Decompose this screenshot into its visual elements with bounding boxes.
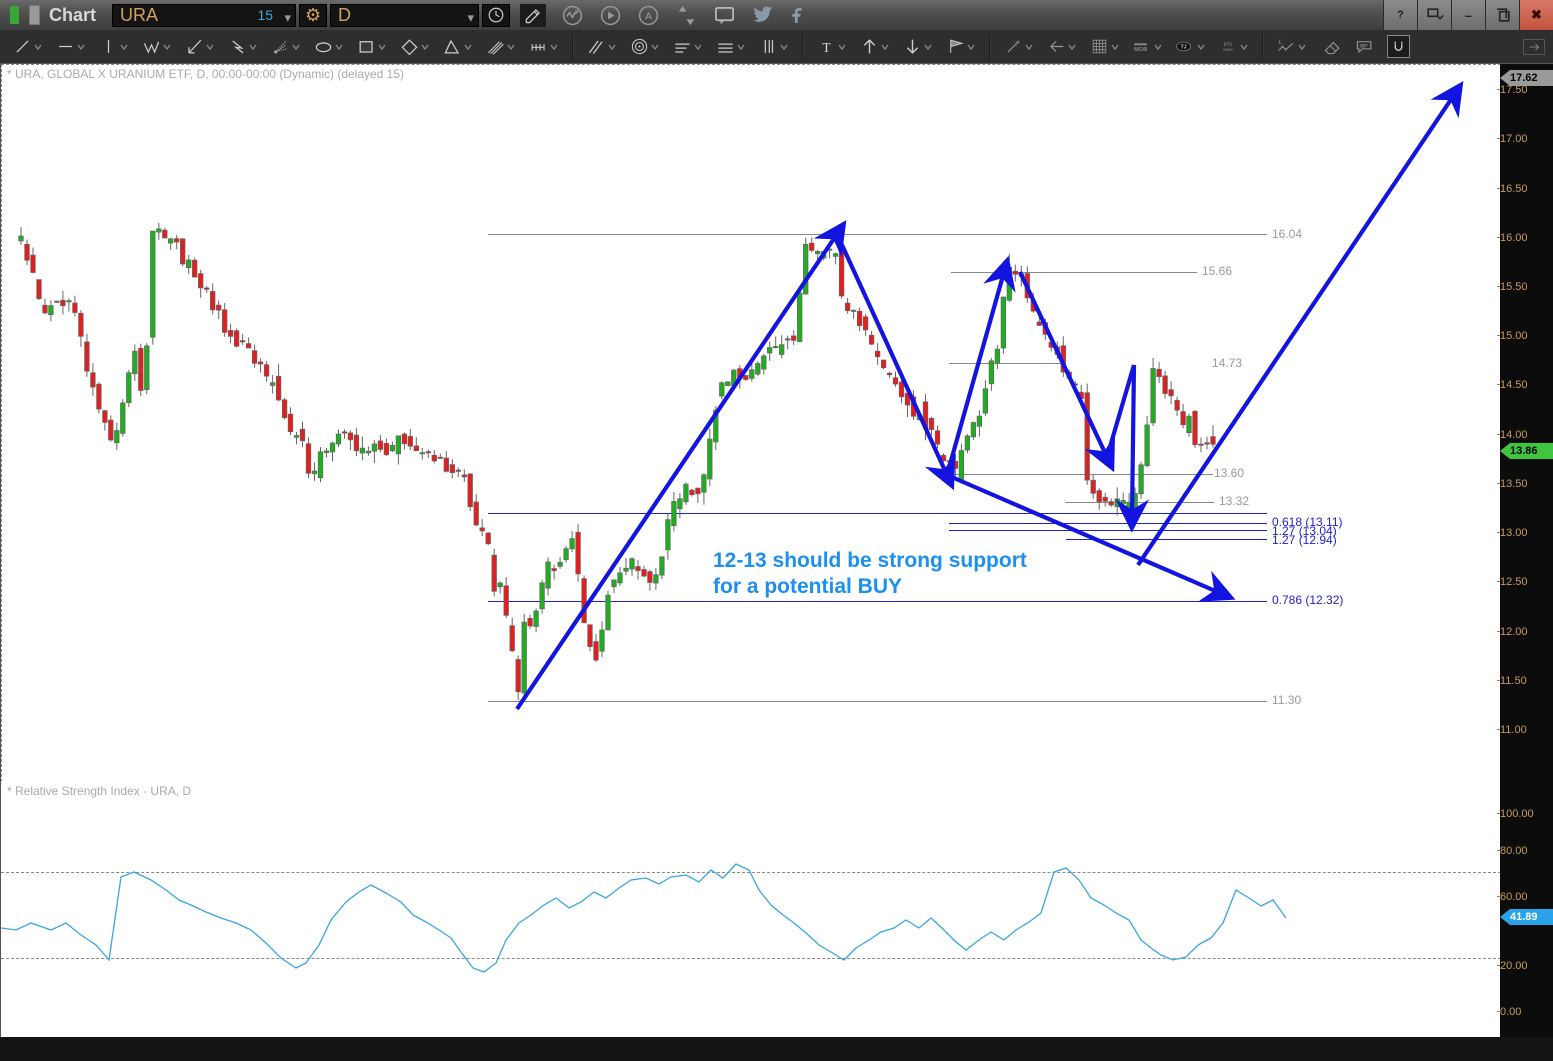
svg-text:MOB: MOB xyxy=(1134,47,1147,53)
svg-text:xxxx: xxxx xyxy=(1223,47,1233,52)
svg-text:TJ: TJ xyxy=(1181,44,1187,50)
svg-text:T: T xyxy=(822,40,830,55)
svg-text:L: L xyxy=(1279,39,1283,46)
svg-text:A: A xyxy=(645,10,652,22)
